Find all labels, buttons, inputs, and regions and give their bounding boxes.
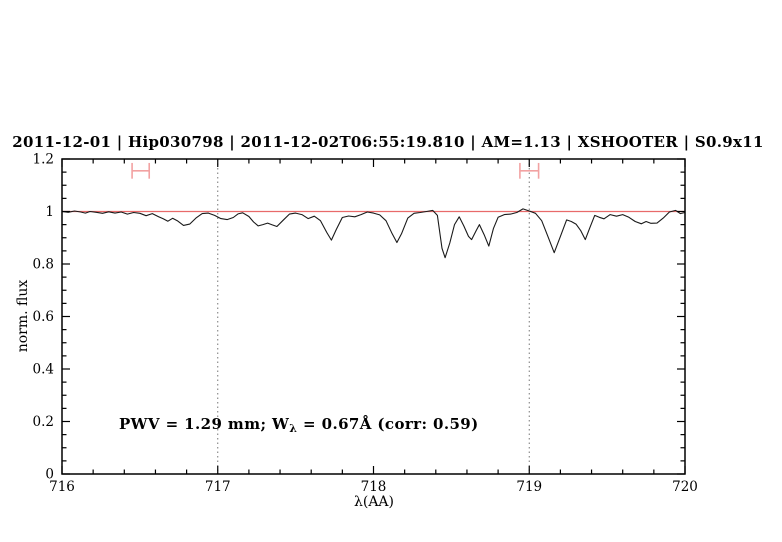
pwv-annotation: PWV = 1.29 mm; Wλ = 0.67Å (corr: 0.59) xyxy=(119,415,479,435)
x-tick-label: 720 xyxy=(672,479,698,495)
x-tick-label: 718 xyxy=(361,479,387,495)
y-tick-label: 1.2 xyxy=(33,152,54,168)
chart-title: 2011-12-01 | Hip030798 | 2011-12-02T06:5… xyxy=(12,133,763,151)
x-tick-label: 717 xyxy=(205,479,231,495)
x-axis-title: λ(AA) xyxy=(354,494,394,510)
pwv-annotation-suffix: = 0.67Å (corr: 0.59) xyxy=(297,415,478,433)
tick-labels: 716 717 718 719 720 0 0.2 0.4 0.6 0.8 1 1.2 xyxy=(33,152,698,496)
y-tick-label: 0.8 xyxy=(33,257,54,273)
y-axis-title: norm. flux xyxy=(15,280,31,353)
y-tick-label: 0.2 xyxy=(33,414,54,430)
x-tick-label: 719 xyxy=(516,479,542,495)
y-tick-label: 0.6 xyxy=(33,309,54,325)
lambda-subscript: λ xyxy=(289,422,297,435)
pwv-annotation-prefix: PWV = 1.29 mm; W xyxy=(119,415,290,433)
y-tick-label: 0.4 xyxy=(33,362,54,378)
x-tick-label: 716 xyxy=(49,479,75,495)
spectrum-line xyxy=(61,208,686,259)
y-tick-label: 1 xyxy=(45,204,54,220)
y-tick-label: 0 xyxy=(45,467,54,483)
plot-graphics xyxy=(61,158,686,475)
